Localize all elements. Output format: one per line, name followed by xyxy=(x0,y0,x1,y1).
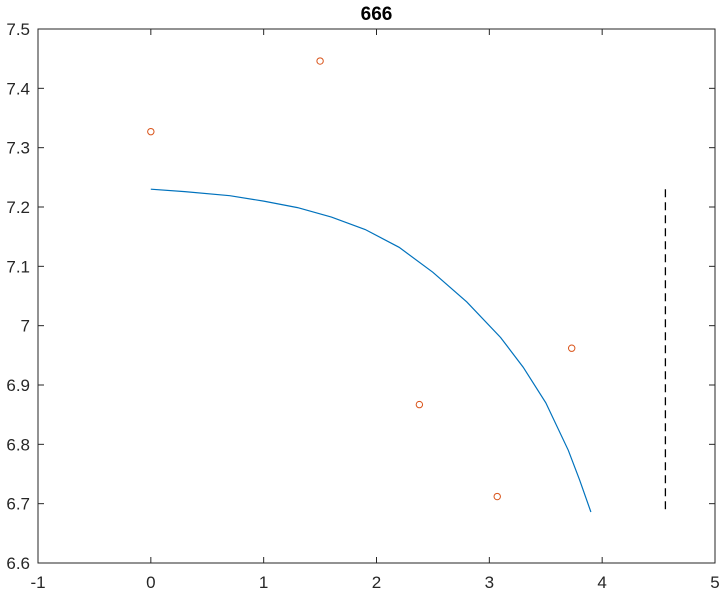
chart-title: 666 xyxy=(361,4,393,25)
y-tick-label: 6.9 xyxy=(6,376,30,395)
x-tick-label: 2 xyxy=(372,573,381,592)
x-axis: -1 0 1 2 3 4 5 xyxy=(30,29,720,592)
axes-box xyxy=(37,28,716,564)
data-point xyxy=(415,400,424,409)
y-tick-label: 6.7 xyxy=(6,495,30,514)
y-tick-label: 7.1 xyxy=(6,257,30,276)
x-tick-label: 5 xyxy=(710,573,719,592)
data-point xyxy=(316,57,324,65)
x-tick-label: 3 xyxy=(485,573,494,592)
x-tick-label: 0 xyxy=(146,573,155,592)
x-tick-label: 4 xyxy=(597,573,606,592)
data-point xyxy=(568,344,576,352)
data-point xyxy=(147,127,155,136)
y-tick-label: 6.6 xyxy=(6,554,30,573)
fit-curve xyxy=(150,188,592,513)
y-tick-label: 7 xyxy=(21,317,30,336)
y-axis: 6.6 6.7 6.8 6.9 7 7.1 7.2 7.3 7.4 7.5 xyxy=(6,20,715,573)
y-tick-label: 6.8 xyxy=(6,435,30,454)
x-tick-label: 1 xyxy=(259,573,268,592)
plot-area xyxy=(37,28,716,564)
y-tick-label: 7.2 xyxy=(6,198,30,217)
y-tick-label: 7.4 xyxy=(6,79,30,98)
x-tick-label: -1 xyxy=(30,573,45,592)
y-tick-label: 7.5 xyxy=(6,20,30,39)
data-point xyxy=(493,492,501,501)
y-tick-label: 7.3 xyxy=(6,139,30,158)
series-layer xyxy=(147,57,667,513)
